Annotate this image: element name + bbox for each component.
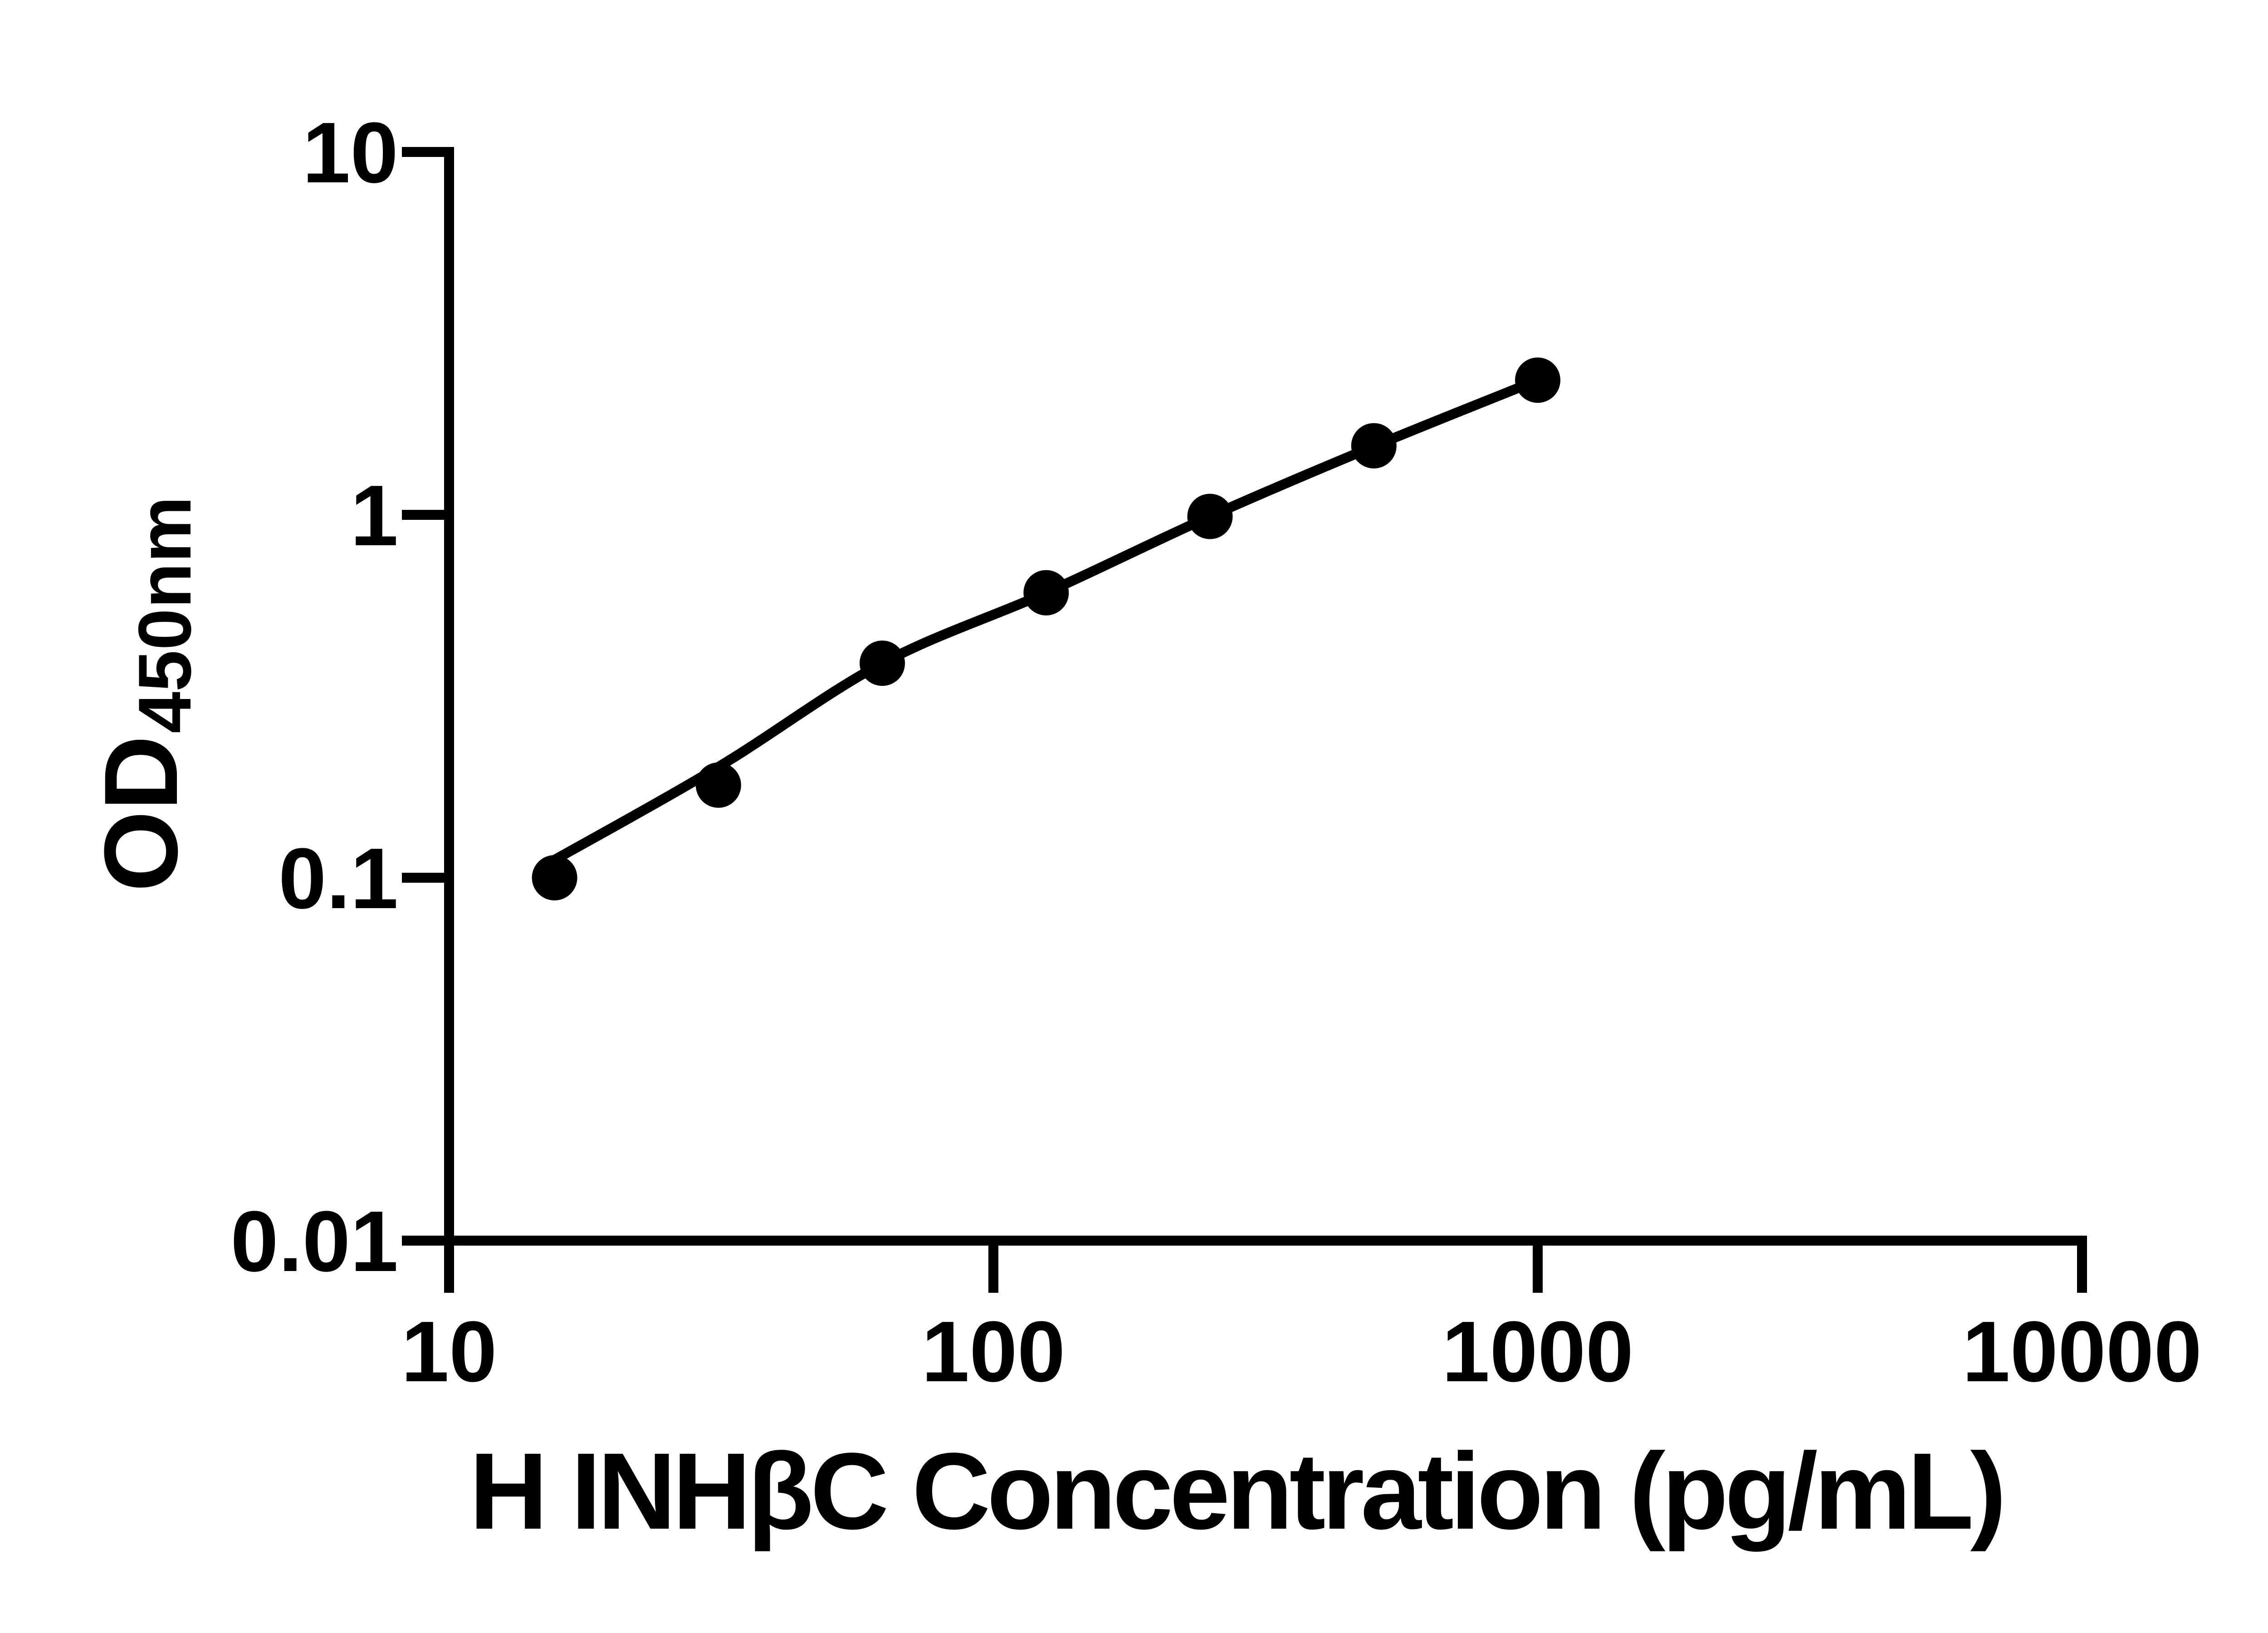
data-point <box>860 640 905 686</box>
x-tick-label: 10 <box>401 1304 497 1400</box>
data-point <box>1187 494 1233 539</box>
y-tick-label: 0.01 <box>230 1193 398 1290</box>
y-axis-title: OD 450nm <box>83 496 206 892</box>
x-tick-label: 1000 <box>1442 1304 1634 1400</box>
x-axis-title: H INHβC Concentration (pg/mL) <box>469 1430 2003 1552</box>
x-tick-label: 10000 <box>1962 1304 2202 1400</box>
data-point <box>1023 570 1069 616</box>
y-tick-label: 1 <box>350 468 398 564</box>
data-point <box>1515 357 1560 403</box>
data-point <box>532 855 577 900</box>
data-point <box>695 762 741 808</box>
data-point <box>1351 423 1397 469</box>
y-tick-label: 0.1 <box>279 831 398 927</box>
y-axis-title-subscript: 450nm <box>123 496 206 733</box>
axes <box>444 147 2087 1246</box>
y-axis-title-main: OD <box>83 735 199 892</box>
y-tick-label: 10 <box>303 105 398 201</box>
x-tick-label: 100 <box>921 1304 1065 1400</box>
data-series <box>532 357 1560 900</box>
ticks <box>402 147 2087 1293</box>
